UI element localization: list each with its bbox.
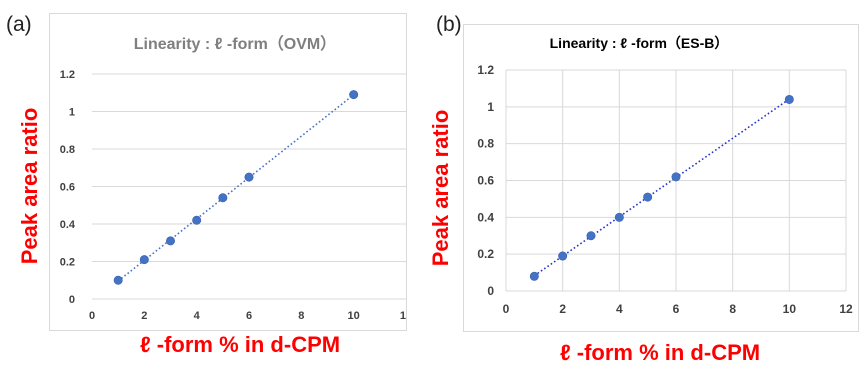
chart-a: Linearity : ℓ -form（OVM） 0 0.2 0.4 0.6 0.8 1 1.… (60, 35, 412, 322)
chart-a-x-axis-label-text: ℓ -form % in d-CPM (139, 332, 341, 357)
chart-b-y-tick-label: 0 (487, 284, 494, 298)
chart-a-x-tick-label: 0 (89, 310, 95, 322)
panel-a-tag: (a) (6, 13, 32, 36)
chart-b-frame: Linearity : ℓ -form（ES-B） 0 0.2 0.4 0.6 0.8 1 1… (463, 24, 859, 332)
chart-a-frame: Linearity : ℓ -form（OVM） 0 0.2 0.4 0.6 0.8 1 1.… (49, 13, 412, 331)
chart-a-y-axis-label: Peak area ratio (17, 107, 42, 265)
chart-a-trendline (117, 94, 355, 282)
chart-b-x-axis-label-text: ℓ -form % in d-CPM (559, 340, 761, 365)
chart-a-x-axis-label: ℓ -form % in d-CPM (110, 332, 370, 358)
chart-b-y-tick-label: 0.2 (477, 247, 494, 261)
chart-b-x-tick-label: 12 (839, 302, 853, 316)
chart-a-x-tick-label: 6 (246, 310, 252, 322)
chart-a-y-tick-label: 1 (69, 107, 75, 119)
chart-b-data-point (558, 251, 568, 261)
chart-b-x-tick-label: 4 (616, 302, 623, 316)
chart-b-y-tick-label: 0.6 (477, 174, 494, 188)
chart-a-x-tick-label: 2 (141, 310, 147, 322)
panel-b-tag: (b) (436, 13, 462, 36)
chart-b-y-axis-label: Peak area ratio (428, 109, 453, 267)
chart-a-title: Linearity : ℓ -form（OVM） (134, 35, 337, 53)
chart-a-x-tick-label: 10 (348, 310, 360, 322)
chart-b-x-tick-label: 6 (673, 302, 680, 316)
chart-b-x-tick-label: 8 (729, 302, 736, 316)
chart-a-x-tick-label: 4 (194, 310, 201, 322)
chart-b-data-point (784, 94, 794, 104)
chart-a-y-tick-label: 0.4 (60, 219, 76, 231)
chart-a-data-point (113, 275, 123, 285)
chart-b-data-point (586, 231, 596, 241)
chart-b-data-point (643, 192, 653, 202)
chart-a-y-tick-label: 0.8 (60, 144, 75, 156)
chart-a-data-point (244, 172, 254, 182)
chart-a-data-point (192, 215, 202, 225)
chart-b-x-tick-label: 0 (503, 302, 510, 316)
chart-a-x-tick-label: 8 (298, 310, 304, 322)
chart-b-x-tick-label: 10 (783, 302, 797, 316)
chart-b-data-point (529, 271, 539, 281)
chart-a-y-tick-label: 0.6 (60, 182, 75, 194)
chart-a-data-point (166, 236, 176, 246)
chart-b: Linearity : ℓ -form（ES-B） 0 0.2 0.4 0.6 0.8 1 1… (477, 35, 853, 316)
chart-a-y-tick-label: 0 (69, 294, 75, 306)
chart-b-data-point (671, 172, 681, 182)
chart-b-x-tick-label: 2 (559, 302, 566, 316)
chart-b-y-tick-label: 1 (487, 100, 494, 114)
chart-a-data-point (218, 193, 228, 203)
chart-b-y-tick-label: 0.4 (477, 210, 494, 224)
chart-a-y-tick-label: 0.2 (60, 257, 75, 269)
chart-b-data-point (614, 212, 624, 222)
chart-b-y-tick-label: 1.2 (477, 63, 494, 77)
chart-b-y-tick-label: 0.8 (477, 137, 494, 151)
chart-b-x-axis-label: ℓ -form % in d-CPM (530, 340, 790, 366)
chart-b-title: Linearity : ℓ -form（ES-B） (550, 35, 729, 51)
chart-b-trendline (533, 98, 790, 277)
chart-a-y-tick-label: 1.2 (60, 69, 75, 81)
chart-a-x-tick-label: 12 (400, 310, 406, 322)
chart-a-data-point (349, 90, 359, 100)
chart-a-data-point (139, 255, 149, 265)
